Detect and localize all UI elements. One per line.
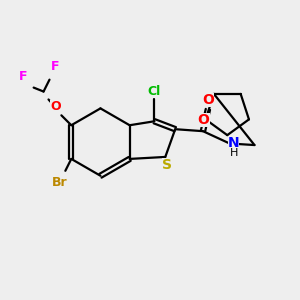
Text: Br: Br	[52, 176, 67, 189]
Text: F: F	[51, 60, 60, 73]
Text: N: N	[228, 136, 239, 150]
Text: S: S	[162, 158, 172, 172]
Text: H: H	[230, 148, 238, 158]
Text: Cl: Cl	[148, 85, 161, 98]
Text: O: O	[50, 100, 61, 113]
Text: O: O	[198, 113, 210, 128]
Text: F: F	[19, 70, 27, 83]
Text: O: O	[202, 94, 214, 107]
